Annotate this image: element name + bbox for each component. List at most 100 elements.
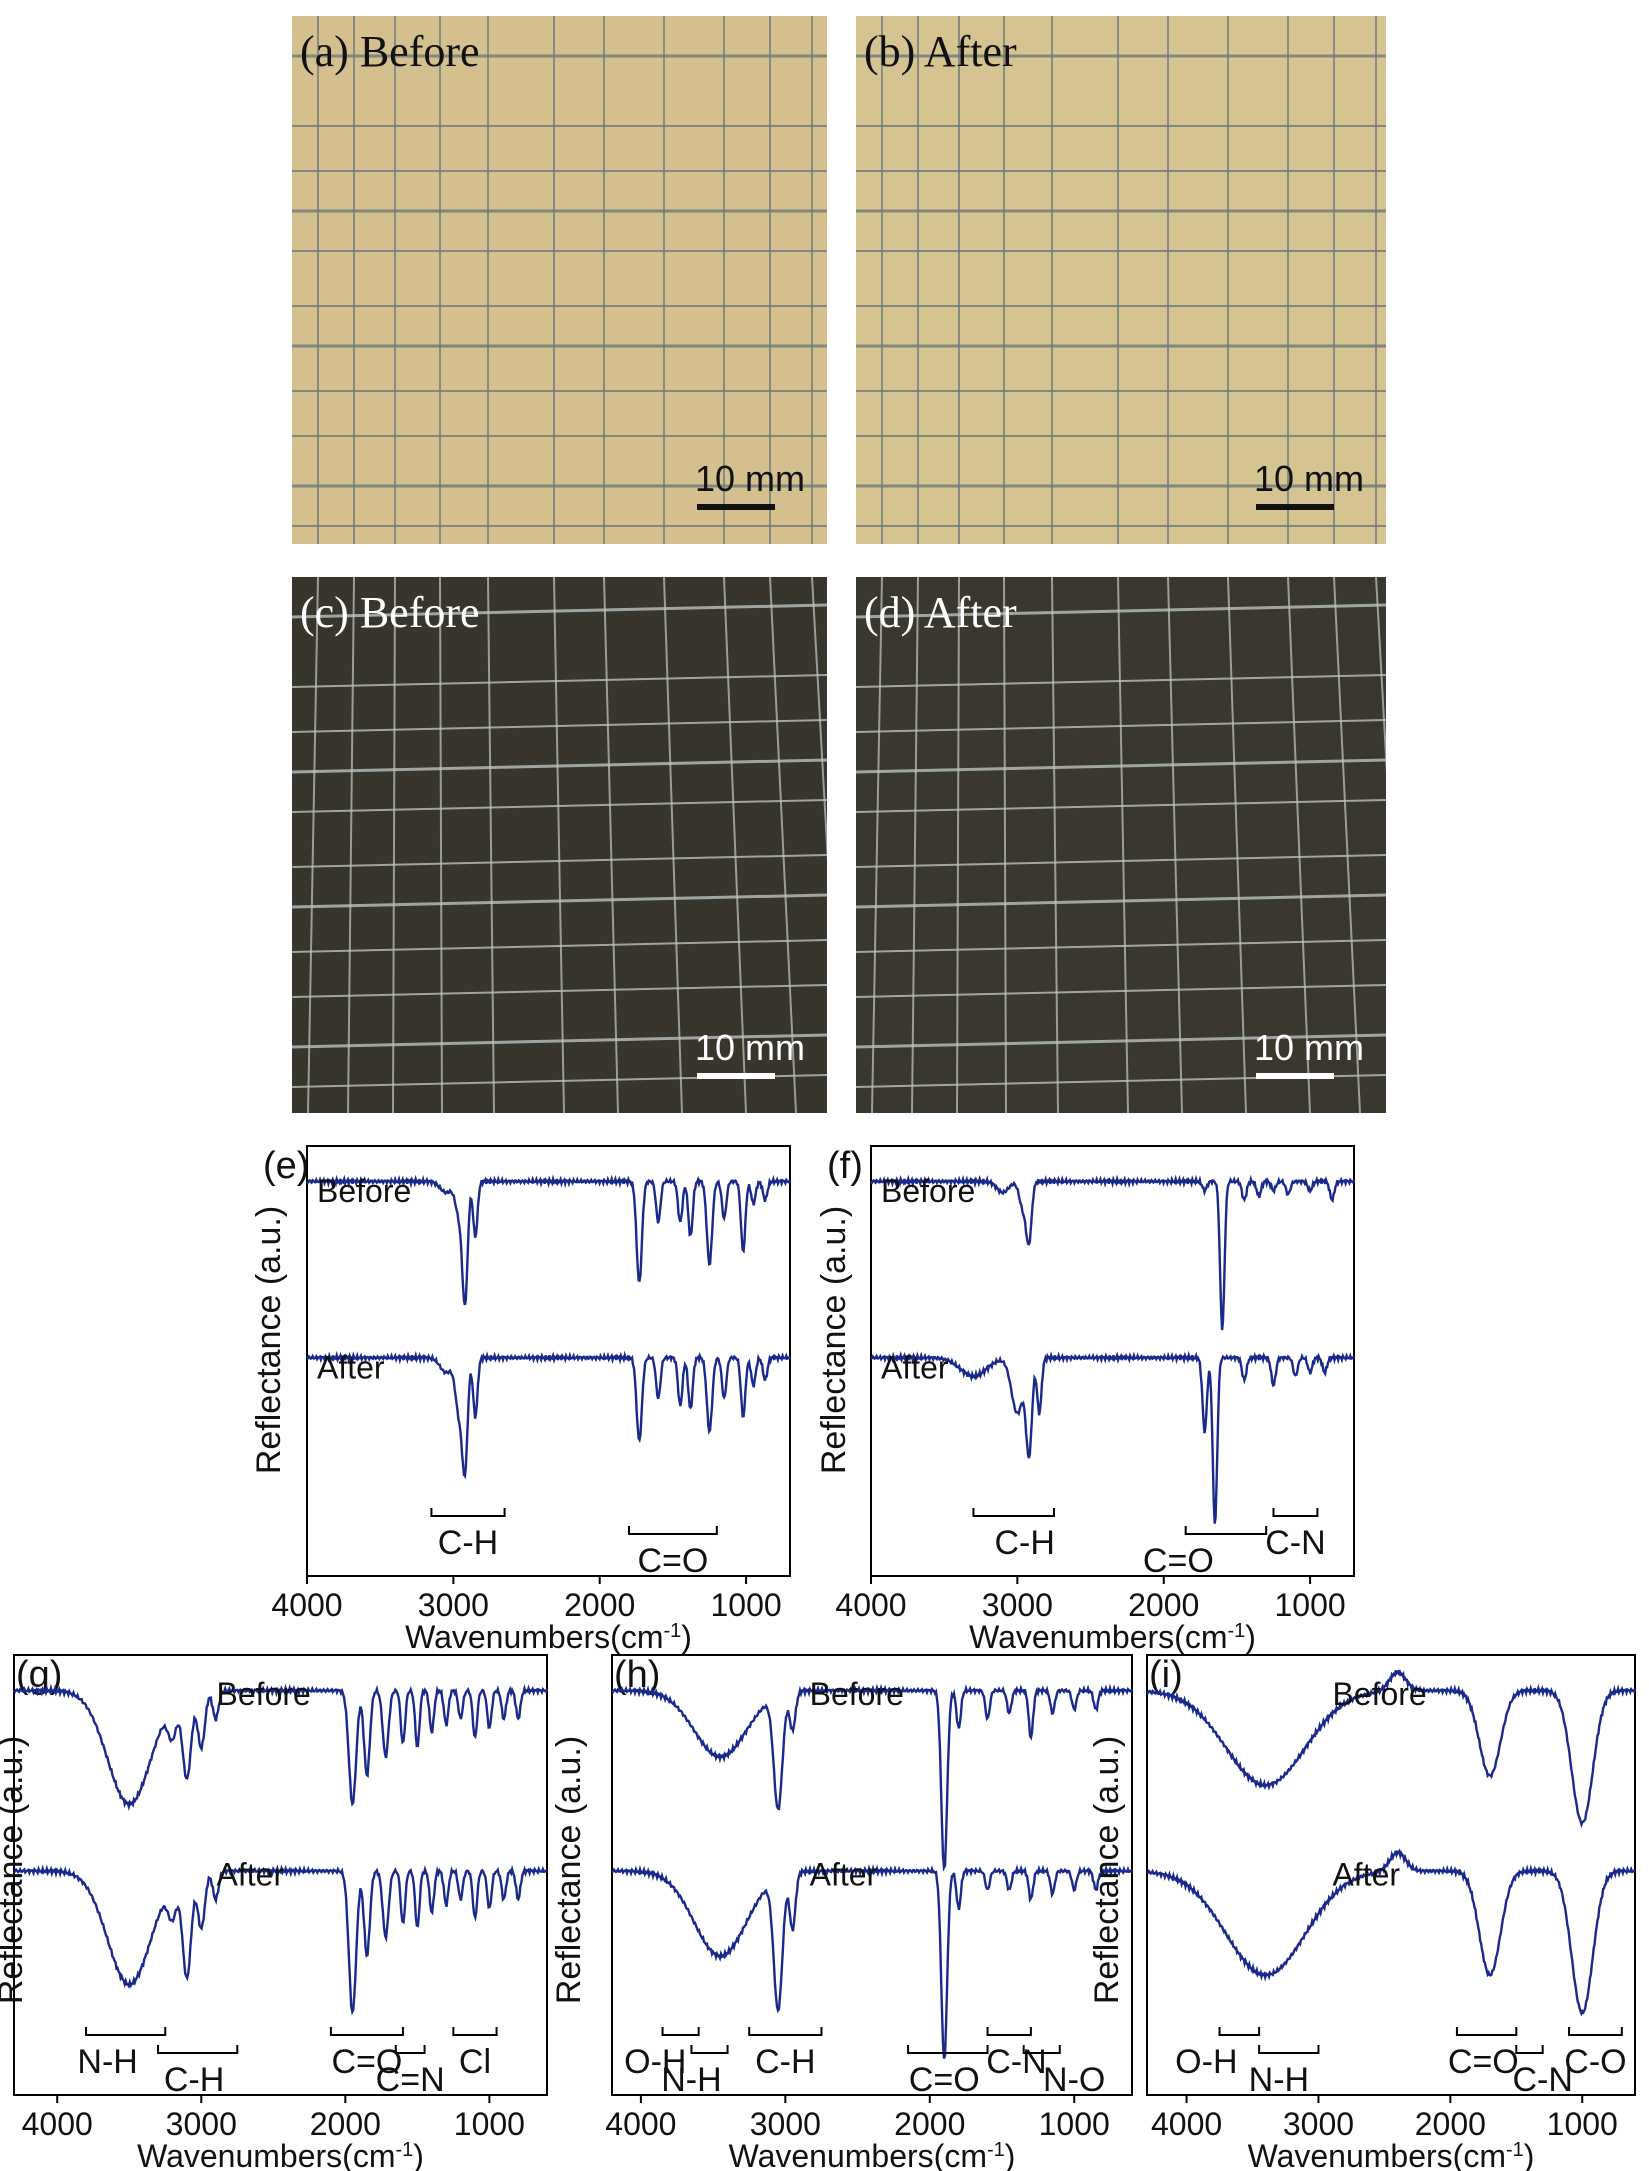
spectrum-panel-3: 4000 3000 2000 1000 Wavenumbers(cm-1) Reflect… <box>550 1654 1134 2171</box>
annotation-bracket <box>1568 2027 1623 2036</box>
y-axis-label: Reflectance (a.u.) <box>815 1206 853 1474</box>
x-tick-label: 4000 <box>22 2106 93 2142</box>
scale-bar-label: 10 mm <box>1253 458 1364 499</box>
series-label: Before <box>317 1173 411 1209</box>
chart-panel-label: (f) <box>827 1145 863 1187</box>
annotation-bracket <box>986 2027 1032 2036</box>
plot-frame <box>13 1654 548 2096</box>
series-line-before <box>611 1683 1134 1872</box>
plot-frame <box>1146 1654 1636 2096</box>
grid-pattern <box>856 577 1386 1113</box>
series-label: After <box>317 1349 385 1385</box>
x-tick-label: 4000 <box>835 1587 906 1623</box>
annotation-label: C=O <box>637 1542 708 1580</box>
chart-panel-label: (i) <box>1149 1654 1183 1696</box>
annotation-label: C=O <box>909 2061 980 2099</box>
annotation-label: C-N <box>986 2043 1046 2081</box>
annotation-bracket <box>85 2027 167 2036</box>
x-axis-label: Wavenumbers(cm-1) <box>1248 2138 1535 2171</box>
annotation-label: C-H <box>994 1524 1054 1562</box>
annotation-label: C-H <box>755 2043 815 2081</box>
x-tick-label: 4000 <box>271 1587 342 1623</box>
annotation-bracket <box>972 1508 1055 1517</box>
annotation-bracket <box>1218 2027 1261 2036</box>
annotation-bracket <box>157 2045 239 2054</box>
series-label: After <box>217 1856 285 1892</box>
annotation-label: C-N <box>1265 1524 1325 1562</box>
spectrum-panel-4: 4000 3000 2000 1000 Wavenumbers(cm-1) Reflect… <box>1088 1654 1637 2171</box>
series-line-before <box>13 1683 549 1812</box>
x-tick-label: 2000 <box>894 2106 965 2142</box>
spectrum-panel-0: 4000 3000 2000 1000 Wavenumbers(cm-1) Reflect… <box>250 1145 792 1655</box>
x-axis-label: Wavenumbers(cm-1) <box>729 2138 1016 2171</box>
series-label: After <box>881 1349 949 1385</box>
spectrum-panel-2: 4000 3000 2000 1000Wavenumbers(cm-1)Reflect… <box>0 1654 549 2171</box>
x-tick-label: 1000 <box>454 2106 525 2142</box>
series-label: Before <box>217 1676 311 1712</box>
series-label: Before <box>1332 1676 1426 1712</box>
x-tick-label: 3000 <box>166 2106 237 2142</box>
scale-bar-label: 10 mm <box>694 458 805 499</box>
annotation-label: O-H <box>624 2043 686 2081</box>
plot-frame <box>611 1654 1133 2096</box>
annotation-bracket <box>1515 2045 1544 2054</box>
annotation-bracket <box>1455 2027 1518 2036</box>
annotation-label: N-H <box>661 2061 721 2099</box>
x-axis-label: Wavenumbers(cm-1) <box>405 1619 692 1655</box>
scale-bar <box>1256 504 1334 510</box>
annotation-label: C-H <box>438 1524 498 1562</box>
annotation-bracket <box>628 1526 718 1535</box>
x-axis-label: Wavenumbers(cm-1) <box>969 1619 1256 1655</box>
x-tick-label: 1000 <box>1547 2106 1618 2142</box>
series-line-after <box>611 1864 1133 2059</box>
photo-panel-label: (b) After <box>864 27 1017 76</box>
x-tick-label: 1000 <box>1274 1587 1345 1623</box>
x-tick-label: 4000 <box>605 2106 676 2142</box>
annotation-bracket <box>329 2027 404 2036</box>
x-tick-label: 3000 <box>750 2106 821 2142</box>
photo-panel-label: (c) Before <box>300 588 480 637</box>
scale-bar-label: 10 mm <box>1253 1027 1364 1068</box>
x-tick-label: 4000 <box>1151 2106 1222 2142</box>
series-label: After <box>1332 1856 1400 1892</box>
scale-bar <box>697 504 775 510</box>
annotation-label: O-H <box>1175 2043 1237 2081</box>
annotation-label: C=N <box>376 2061 445 2099</box>
series-label: After <box>810 1856 878 1892</box>
x-tick-label: 3000 <box>1283 2106 1354 2142</box>
annotation-bracket <box>907 2045 989 2054</box>
annotation-label: C=O <box>1448 2043 1519 2081</box>
annotation-bracket <box>748 2027 823 2036</box>
series-line-after <box>870 1350 1355 1524</box>
annotation-bracket <box>394 2045 426 2054</box>
x-tick-label: 1000 <box>1039 2106 1110 2142</box>
scale-bar <box>697 1073 775 1079</box>
annotation-bracket <box>661 2027 700 2036</box>
photo-panel-1: (a) Before 10 mm <box>292 16 827 544</box>
annotation-label: C-N <box>1512 2061 1572 2099</box>
annotation-label: C-H <box>164 2061 224 2099</box>
annotation-label: N-O <box>1043 2061 1105 2099</box>
grid-pattern <box>856 16 1386 544</box>
scale-bar <box>1256 1073 1334 1079</box>
annotation-bracket <box>690 2045 729 2054</box>
annotation-bracket <box>1184 1526 1268 1535</box>
y-axis-label: Reflectance (a.u.) <box>250 1206 288 1474</box>
annotation-label: Cl <box>459 2043 491 2081</box>
annotation-label: C-O <box>1564 2043 1626 2081</box>
x-tick-label: 1000 <box>710 1587 781 1623</box>
series-line-before <box>870 1174 1356 1331</box>
y-axis-label: Reflectance (a.u.) <box>550 1736 588 2004</box>
photo-panel-label: (d) After <box>864 588 1017 637</box>
x-tick-label: 2000 <box>564 1587 635 1623</box>
annotation-label: N-H <box>77 2043 137 2081</box>
annotation-label: C=O <box>332 2043 403 2081</box>
annotation-label: N-H <box>1249 2061 1309 2099</box>
series-line-before <box>1146 1669 1637 1829</box>
photo-panel-4: (d) After 10 mm <box>856 577 1386 1113</box>
annotation-bracket <box>452 2027 498 2036</box>
annotation-bracket <box>1272 1508 1319 1517</box>
photo-panel-label: (a) Before <box>300 27 480 76</box>
annotation-bracket <box>430 1508 506 1517</box>
